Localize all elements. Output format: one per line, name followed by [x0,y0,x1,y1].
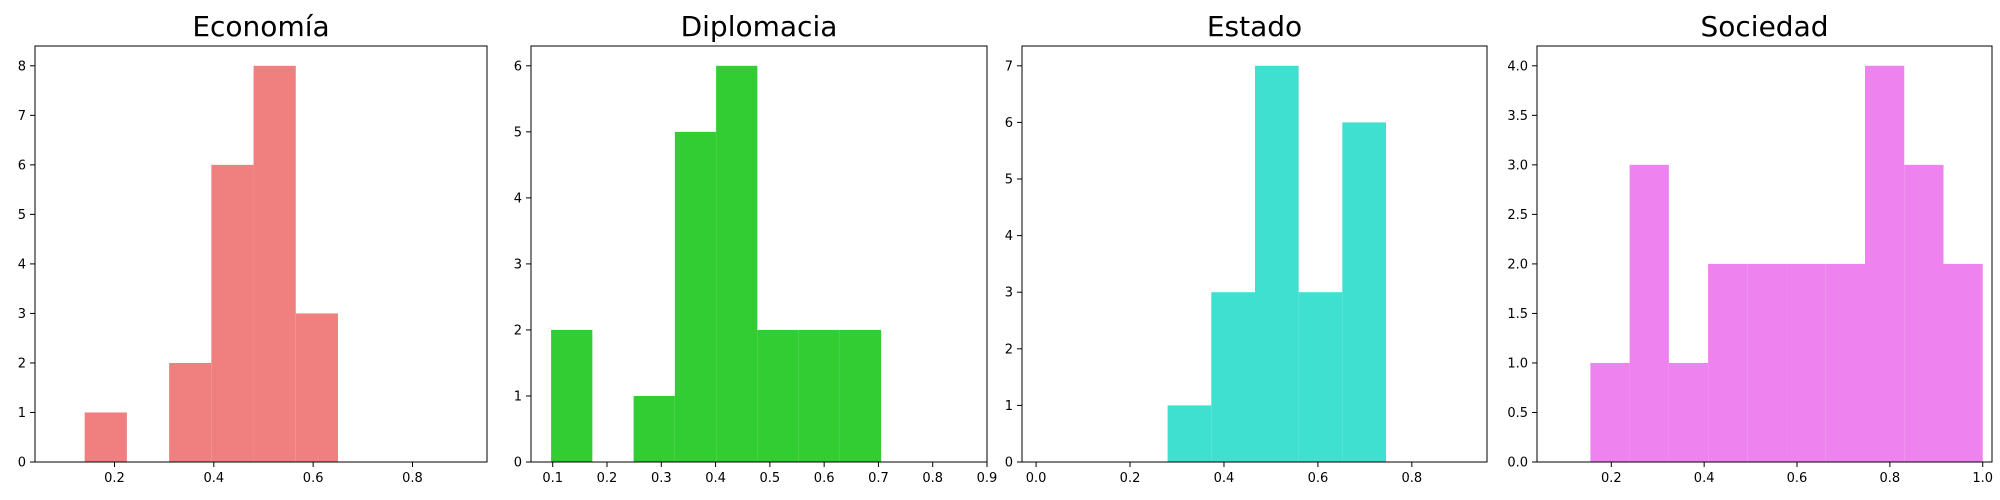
x-tick-label: 0.6 [1787,471,1808,486]
histogram-bar [1590,362,1630,462]
x-tick-label: 0.6 [814,471,835,486]
histogram-bar [253,65,296,463]
y-tick-label: 2 [514,323,522,338]
x-tick-label: 0.7 [868,471,889,486]
panel-title: Estado [1207,10,1302,43]
panel-title: Sociedad [1700,10,1828,43]
y-tick-label: 5 [18,208,26,223]
histogram-bar [211,164,254,462]
y-tick-label: 2 [1005,342,1013,357]
histogram-bar [84,412,127,462]
histogram-bar [1865,65,1905,463]
x-tick-label: 0.4 [1214,471,1235,486]
histogram-bar [1167,405,1212,462]
y-tick-label: 4 [18,257,26,272]
x-tick-label: 0.6 [303,471,324,486]
histogram-bar [1747,263,1787,462]
x-tick-label: 0.2 [104,471,125,486]
y-tick-label: 3 [514,257,522,272]
axes-frame [530,45,988,463]
y-tick-label: 1.0 [1507,356,1528,371]
panel-diplomacia: Diplomacia 0.1 0.2 0.3 0.4 0.5 0.6 0.7 0.8 0.9 0 1… [514,10,998,486]
y-tick-label: 2.5 [1507,208,1528,223]
histogram-bar [798,329,840,462]
x-tick-label: 0.6 [1308,471,1329,486]
y-tick-label: 8 [18,59,26,74]
histogram-bar [633,395,675,462]
y-tick-label: 0 [18,456,26,471]
histogram-bar [1298,292,1343,462]
x-tick-label: 0.4 [203,471,224,486]
y-tick-label: 7 [1005,59,1013,74]
y-tick-label: 6 [514,59,522,74]
y-tick-label: 1 [514,389,522,404]
axes-frame [34,45,488,463]
histogram-bar [1904,164,1944,462]
x-tick-label: 0.8 [402,471,423,486]
histogram-bar [295,313,338,462]
y-tick-label: 0.0 [1507,456,1528,471]
y-tick-label: 0 [514,456,522,471]
histogram-bar [1943,263,1983,462]
histogram-bar [1342,122,1387,462]
y-tick-label: 4 [514,191,522,206]
panel-economia: Economía 0.2 0.4 0.6 0.8 0 1 2 3 4 5 6 7 8 [18,10,488,486]
x-tick-label: 0.8 [1880,471,1901,486]
y-tick-label: 6 [18,158,26,173]
histogram-bar [1825,263,1866,462]
y-tick-label: 3.0 [1507,158,1528,173]
x-tick-label: 0.2 [597,471,618,486]
histogram-bar [1708,263,1748,462]
x-tick-label: 0.5 [760,471,781,486]
histogram-bar [169,362,212,462]
x-tick-label: 1.0 [1972,471,1993,486]
y-tick-label: 0 [1005,456,1013,471]
panel-sociedad: Sociedad 0.2 0.4 0.6 0.8 1.0 0.0 0.5 1.0 1.5 2.0 2… [1507,10,1993,486]
y-tick-label: 2.0 [1507,257,1528,272]
y-tick-label: 0.5 [1507,406,1528,421]
histogram-bar [1786,263,1826,462]
histogram-bar [1254,65,1299,463]
x-tick-label: 0.8 [922,471,943,486]
y-tick-label: 4.0 [1507,59,1528,74]
y-tick-label: 6 [1005,116,1013,131]
y-tick-label: 1 [18,406,26,421]
axes-frame [1536,45,1993,463]
x-tick-label: 0.9 [977,471,998,486]
axes-frame [1021,45,1488,463]
y-tick-label: 5 [514,125,522,140]
y-tick-label: 1.5 [1507,307,1528,322]
y-tick-label: 2 [18,356,26,371]
y-tick-label: 4 [1005,229,1013,244]
x-tick-label: 0.4 [1694,471,1715,486]
x-tick-label: 0.3 [651,471,672,486]
histogram-bar [674,131,717,463]
x-tick-label: 0.0 [1026,471,1047,486]
histogram-bar [839,329,882,462]
histogram-bar [716,65,758,463]
y-tick-label: 3.5 [1507,109,1528,124]
panel-title: Diplomacia [681,10,838,43]
x-tick-label: 0.1 [542,471,563,486]
y-tick-label: 3 [1005,286,1013,301]
y-tick-label: 1 [1005,399,1013,414]
histogram-bar [1629,164,1669,462]
histogram-bar [1211,292,1255,462]
histogram-bar [551,329,593,462]
panel-estado: Estado 0.0 0.2 0.4 0.6 0.8 0 1 2 3 4 5 6 7 [1005,10,1488,486]
histogram-bar [757,329,799,462]
y-tick-label: 7 [18,109,26,124]
y-tick-label: 3 [18,307,26,322]
panel-title: Economía [192,10,329,43]
x-tick-label: 0.4 [705,471,726,486]
y-tick-label: 5 [1005,173,1013,188]
x-tick-label: 0.8 [1402,471,1423,486]
x-tick-label: 0.2 [1601,471,1622,486]
x-tick-label: 0.2 [1120,471,1141,486]
histogram-bar [1668,362,1709,462]
